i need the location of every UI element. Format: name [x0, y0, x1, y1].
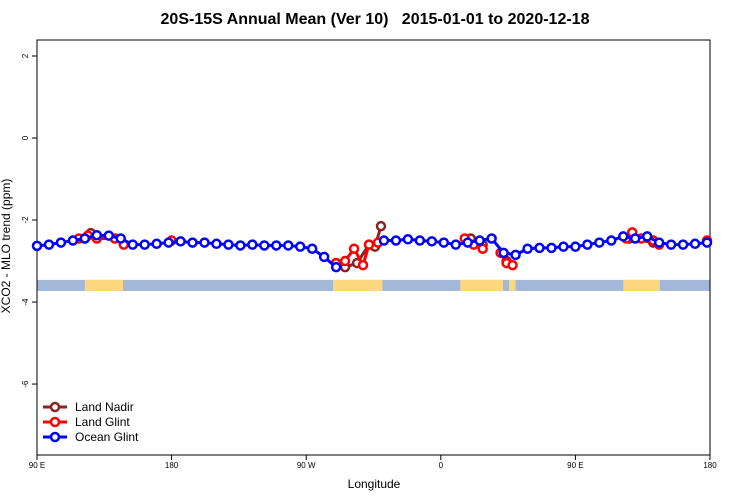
point [211, 238, 222, 250]
point [43, 239, 55, 250]
point [677, 239, 689, 250]
point [618, 231, 629, 242]
point [363, 239, 375, 250]
point [163, 237, 174, 248]
y-tick-label: 2 [21, 53, 30, 58]
point [701, 237, 713, 248]
point [582, 239, 593, 250]
point [199, 237, 210, 248]
point [414, 235, 426, 246]
point [653, 237, 665, 248]
legend-label: Land Glint [75, 415, 130, 429]
point [294, 241, 306, 252]
point [426, 236, 438, 247]
point [151, 238, 162, 250]
x-axis-label: Longitude [348, 477, 401, 491]
point [115, 233, 127, 244]
point [79, 233, 91, 244]
point [357, 259, 369, 271]
point [259, 240, 270, 251]
point [127, 239, 138, 250]
point [438, 237, 450, 248]
x-tick-label: 0 [439, 461, 444, 470]
point [477, 243, 488, 254]
x-tick-label: 90 E [29, 461, 45, 470]
point [507, 259, 518, 271]
land-band [460, 279, 504, 291]
x-tick-label: 90 W [297, 461, 316, 470]
point [223, 239, 234, 250]
point [348, 243, 360, 254]
point [510, 249, 521, 261]
land-band [508, 279, 516, 291]
y-tick-label: -4 [21, 298, 30, 306]
point [91, 229, 103, 241]
point [450, 239, 462, 250]
point [606, 235, 617, 246]
point [558, 241, 569, 252]
x-tick-label: 180 [703, 461, 717, 470]
point [235, 240, 246, 251]
point [462, 237, 473, 248]
point [247, 239, 258, 250]
point [641, 231, 653, 242]
point [31, 240, 43, 252]
point [306, 243, 318, 254]
point [534, 242, 545, 254]
y-tick-label: -2 [21, 216, 30, 224]
y-axis-label: XCO2 - MLO trend (ppm) [0, 179, 13, 314]
legend-marker [49, 431, 61, 443]
point [486, 233, 497, 244]
point [629, 233, 641, 244]
point [594, 237, 605, 248]
y-tick-label: 0 [21, 135, 30, 140]
point [67, 235, 79, 246]
point [187, 237, 198, 248]
y-tick-label: -6 [21, 380, 30, 388]
legend-label: Land Nadir [75, 400, 134, 414]
point [378, 235, 390, 246]
chart-title: 20S-15S Annual Mean (Ver 10) 2015-01-01 … [161, 11, 590, 28]
point [474, 235, 485, 246]
point [318, 251, 330, 263]
point [390, 235, 402, 246]
legend-marker [49, 401, 61, 413]
point [139, 239, 150, 250]
point [55, 237, 67, 248]
point [498, 247, 509, 259]
land-band [333, 279, 383, 291]
point [103, 230, 115, 241]
legend-label: Ocean Glint [75, 430, 139, 444]
point [570, 241, 581, 252]
point [339, 255, 351, 267]
land-band [623, 279, 660, 291]
point [522, 243, 533, 254]
point [375, 220, 387, 232]
point [330, 261, 342, 273]
point [546, 242, 557, 254]
point [402, 234, 414, 245]
point [175, 236, 186, 247]
point [689, 238, 701, 250]
x-tick-label: 180 [165, 461, 179, 470]
point [665, 239, 677, 250]
legend-marker [49, 416, 61, 428]
land-band [84, 279, 123, 291]
point [283, 240, 294, 251]
x-tick-label: 90 E [567, 461, 583, 470]
point [271, 240, 282, 251]
